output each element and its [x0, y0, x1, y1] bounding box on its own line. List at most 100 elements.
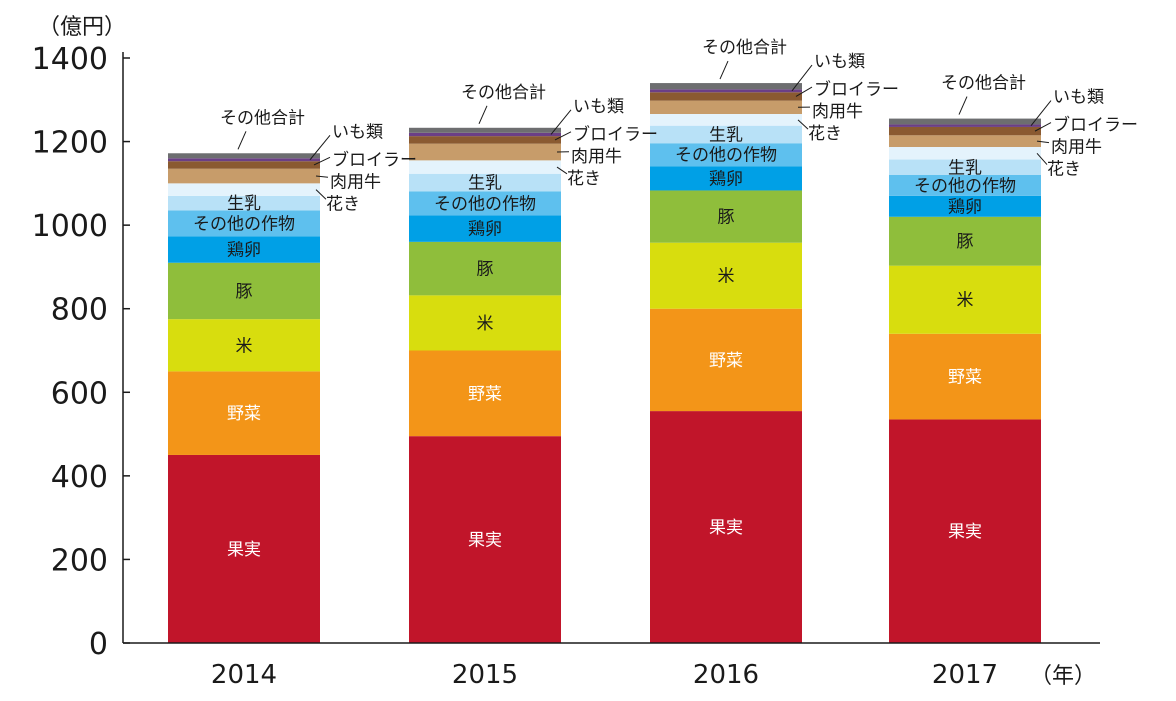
segment-label: その他の作物	[675, 146, 777, 166]
x-axis-unit: （年）	[1030, 664, 1096, 689]
segment-label: 生乳	[227, 194, 261, 214]
segment-label: 豚	[477, 260, 494, 280]
annotation-leader	[791, 64, 813, 92]
annotation-label: ブロイラー	[332, 149, 417, 170]
bar-segment	[889, 175, 1041, 196]
bar-segment	[168, 262, 320, 320]
annotations: その他合計いも類ブロイラー肉用牛花きその他合計いも類ブロイラー肉用牛花きその他合…	[220, 38, 1138, 214]
bar-segment	[650, 92, 802, 101]
segment-label: 米	[957, 291, 974, 311]
annotation-leader	[797, 119, 809, 130]
annotation-leader	[1030, 100, 1052, 127]
segment-label: 鶏卵	[468, 220, 502, 240]
segment-label: 果実	[709, 518, 743, 538]
bar-segment	[889, 195, 1041, 217]
annotation-leader	[315, 189, 327, 200]
bar-segment	[409, 160, 561, 174]
segment-label: その他の作物	[193, 214, 295, 234]
bar-segment	[409, 191, 561, 216]
segment-label: 果実	[227, 540, 261, 560]
annotation-leader	[1036, 140, 1050, 144]
y-tick-label: 400	[51, 460, 108, 495]
annotation-leader	[556, 166, 568, 175]
bar-segment	[650, 411, 802, 643]
annotation-leader	[478, 105, 488, 124]
annotation-leader	[1036, 152, 1048, 165]
annotation-label: いも類	[332, 122, 383, 142]
annotation-leader	[1034, 122, 1052, 132]
x-tick-label: 2016	[693, 660, 759, 690]
bar-segment	[889, 126, 1041, 136]
annotation-label: いも類	[814, 52, 865, 72]
annotation-leader	[315, 175, 329, 178]
segment-label: 鶏卵	[227, 241, 261, 261]
x-tick-label: 2017	[932, 660, 998, 690]
annotation-leader	[554, 131, 572, 141]
bar-segment	[409, 295, 561, 351]
segment-label: 生乳	[468, 174, 502, 194]
bar-segment	[650, 125, 802, 144]
bar-segment	[889, 216, 1041, 266]
bar-segment	[889, 147, 1041, 160]
y-tick-label: 1000	[32, 209, 108, 244]
annotation-label: いも類	[573, 97, 624, 117]
bar-segment	[650, 242, 802, 309]
bar-segment	[650, 100, 802, 114]
x-tick-label: 2014	[211, 660, 277, 690]
bar-segment	[650, 113, 802, 126]
y-tick-label: 1200	[32, 126, 108, 161]
bar-segment	[409, 241, 561, 296]
bar-segment	[889, 265, 1041, 334]
annotation-label: 花き	[1047, 160, 1081, 180]
y-axis-ticks: 0 200 400 600 800 1000 1200 1400	[32, 42, 130, 662]
segment-label: 野菜	[468, 384, 502, 404]
annotation-label: その他合計	[461, 83, 546, 103]
bar-segment	[168, 195, 320, 211]
bar-segment	[168, 183, 320, 196]
bar-segment	[168, 161, 320, 169]
annotation-leader	[313, 156, 331, 166]
annotation-leader	[550, 109, 572, 135]
bar-segment	[650, 143, 802, 167]
bar-segment	[650, 166, 802, 191]
bar-segment	[168, 210, 320, 237]
annotation-label: その他合計	[220, 108, 305, 128]
annotation-label: ブロイラー	[814, 79, 899, 100]
annotation-label: 花き	[808, 124, 842, 144]
y-axis-unit: （億円）	[38, 15, 126, 40]
bar-segment	[409, 136, 561, 144]
y-tick-label: 200	[51, 543, 108, 578]
bar-segment	[650, 89, 802, 93]
y-tick-label: 1400	[32, 42, 108, 77]
annotation-label: その他合計	[941, 74, 1026, 94]
bars: 果実野菜米豚鶏卵その他の作物生乳果実野菜米豚鶏卵その他の作物生乳果実野菜米豚鶏卵…	[168, 83, 1041, 643]
y-tick-label: 0	[89, 627, 108, 662]
segment-label: 生乳	[948, 158, 982, 178]
segment-label: 米	[477, 314, 494, 334]
y-tick-label: 600	[51, 376, 108, 411]
bar-segment	[168, 168, 320, 184]
segment-label: 野菜	[227, 404, 261, 424]
annotation-label: ブロイラー	[1053, 115, 1138, 136]
segment-label: その他の作物	[914, 176, 1016, 196]
annotation-label: その他合計	[702, 38, 787, 58]
segment-label: その他の作物	[434, 194, 536, 214]
bar-segment	[168, 158, 320, 162]
bar-segment	[650, 190, 802, 243]
bar-segment	[650, 83, 802, 90]
x-tick-label: 2015	[452, 660, 518, 690]
annotation-label: 花き	[567, 169, 601, 189]
bar-segment	[889, 135, 1041, 148]
annotation-leader	[795, 86, 813, 97]
bar-segment	[168, 236, 320, 263]
bar-segment	[409, 132, 561, 137]
bar-segment	[409, 127, 561, 133]
y-tick-label: 800	[51, 293, 108, 328]
bar-segment	[409, 143, 561, 161]
segment-label: 豚	[718, 208, 735, 228]
segment-label: 米	[718, 267, 735, 287]
annotation-label: 花き	[326, 194, 360, 214]
bar-segment	[409, 436, 561, 643]
annotation-label: 肉用牛	[330, 172, 381, 192]
annotation-label: いも類	[1053, 88, 1104, 108]
